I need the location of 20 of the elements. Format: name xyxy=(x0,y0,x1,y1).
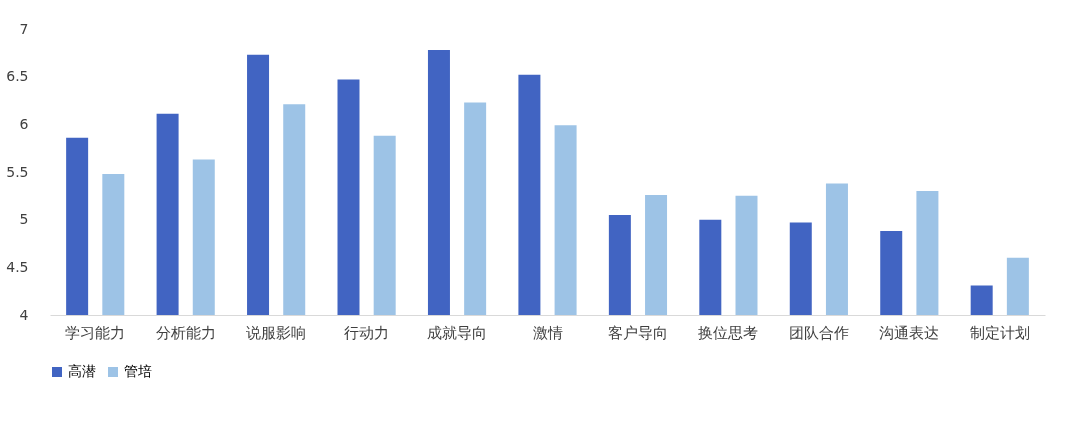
y-tick-label: 7 xyxy=(19,20,29,37)
y-tick-label: 6.5 xyxy=(6,68,29,85)
x-tick-label: 学习能力 xyxy=(65,323,126,342)
legend-label: 高潜 xyxy=(68,363,96,379)
y-tick-label: 5.5 xyxy=(6,163,29,180)
x-tick-label: 说服影响 xyxy=(246,323,307,342)
x-tick-label: 制定计划 xyxy=(969,323,1030,342)
y-tick-label: 4.5 xyxy=(6,258,29,275)
x-tick-label: 客户导向 xyxy=(607,323,668,342)
x-tick-label: 换位思考 xyxy=(698,323,759,342)
x-tick-label: 分析能力 xyxy=(155,323,216,342)
y-tick-label: 4 xyxy=(19,306,29,323)
legend-label: 管培 xyxy=(124,363,152,379)
x-tick-label: 激情 xyxy=(532,323,563,342)
y-tick-label: 6 xyxy=(19,115,29,132)
y-tick-label: 5 xyxy=(19,211,29,228)
x-tick-label: 行动力 xyxy=(344,323,390,342)
x-tick-label: 团队合作 xyxy=(788,323,849,342)
x-tick-label: 沟通表达 xyxy=(879,323,940,342)
x-tick-label: 成就导向 xyxy=(427,323,488,342)
